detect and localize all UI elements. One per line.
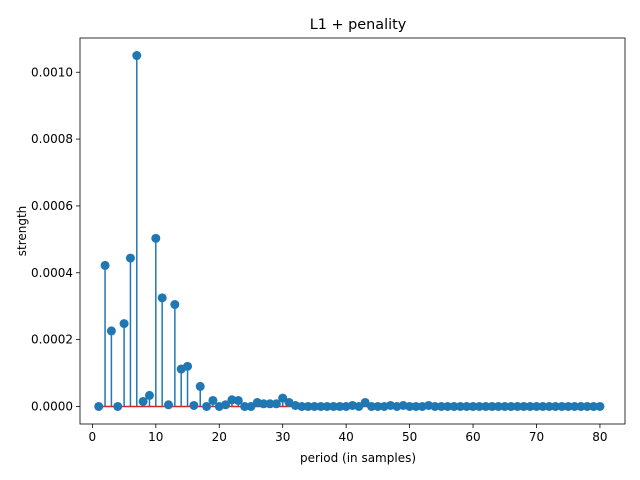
stem-marker — [367, 401, 377, 411]
stem-marker — [309, 401, 319, 411]
y-tick-label: 0.0008 — [31, 132, 73, 146]
stem-marker — [132, 51, 142, 61]
stem-marker — [589, 401, 599, 411]
x-tick-label: 70 — [529, 430, 544, 444]
stem-marker — [259, 399, 269, 409]
stem-marker — [221, 400, 231, 410]
stem-marker — [189, 400, 199, 410]
x-tick-label: 60 — [465, 430, 480, 444]
stem-marker — [94, 401, 104, 411]
stem-marker — [538, 401, 548, 411]
stem-marker — [240, 401, 250, 411]
stem-marker — [544, 401, 554, 411]
x-axis-label: period (in samples) — [300, 451, 416, 465]
stem-marker — [195, 381, 205, 391]
stem-marker — [278, 393, 288, 403]
chart-title: L1 + penality — [310, 17, 407, 33]
y-axis-label: strength — [15, 206, 29, 257]
y-tick-label: 0.0000 — [31, 399, 73, 413]
y-tick-label: 0.0010 — [31, 65, 73, 79]
stem-marker — [100, 260, 110, 270]
stem-marker — [328, 401, 338, 411]
stem-marker — [164, 400, 174, 410]
stem-marker — [500, 401, 510, 411]
stem-marker — [512, 401, 522, 411]
stem-marker — [151, 233, 161, 243]
stem-marker — [436, 401, 446, 411]
stem-marker — [576, 401, 586, 411]
x-tick-label: 20 — [212, 430, 227, 444]
x-tick-label: 10 — [148, 430, 163, 444]
y-tick-label: 0.0004 — [31, 266, 73, 280]
x-tick-label: 80 — [592, 430, 607, 444]
stem-marker — [297, 401, 307, 411]
stem-marker — [157, 293, 167, 303]
stem-marker — [322, 401, 332, 411]
stem-marker — [303, 401, 313, 411]
stem-marker — [525, 401, 535, 411]
stem-marker — [202, 401, 212, 411]
stem-marker — [265, 399, 275, 409]
stem-marker — [506, 401, 516, 411]
x-tick-label: 40 — [339, 430, 354, 444]
stem-marker — [316, 401, 326, 411]
stem-marker — [271, 399, 281, 409]
stem-marker — [474, 401, 484, 411]
stem-marker — [570, 401, 580, 411]
stem-marker — [138, 396, 148, 406]
stem-marker — [125, 253, 135, 263]
stem-marker — [106, 326, 116, 336]
stem-marker — [208, 395, 218, 405]
stem-marker — [551, 401, 561, 411]
stem-marker — [183, 361, 193, 371]
y-tick-label: 0.0006 — [31, 199, 73, 213]
axis-ticks: 0 10 20 30 40 50 60 70 80 0.0000 0.0002 0.0004 0.000… — [31, 65, 608, 444]
x-tick-label: 0 — [89, 430, 97, 444]
stem-marker — [449, 401, 459, 411]
x-tick-label: 30 — [275, 430, 290, 444]
stem-marker — [405, 401, 415, 411]
stem-marker — [582, 401, 592, 411]
y-tick-label: 0.0002 — [31, 333, 73, 347]
stem-marker — [443, 401, 453, 411]
axes-frame — [79, 37, 626, 425]
stem-marker — [563, 401, 573, 411]
stem-marker — [519, 401, 529, 411]
plot-marks — [94, 51, 605, 411]
stem-marker — [481, 401, 491, 411]
stem-marker — [144, 390, 154, 400]
stem-marker — [455, 401, 465, 411]
stem-marker — [462, 401, 472, 411]
stem-marker — [487, 401, 497, 411]
x-tick-label: 50 — [402, 430, 417, 444]
stem-marker — [468, 401, 478, 411]
stem-marker — [373, 401, 383, 411]
stem-marker — [113, 401, 123, 411]
stem-marker — [119, 319, 129, 329]
stem-marker — [595, 401, 605, 411]
stem-marker — [233, 395, 243, 405]
stem-marker — [531, 401, 541, 411]
stem-marker — [557, 401, 567, 411]
stem-marker — [335, 401, 345, 411]
stem-marker — [170, 300, 180, 310]
stem-marker — [411, 401, 421, 411]
stem-marker — [493, 401, 503, 411]
stem-marker — [430, 401, 440, 411]
